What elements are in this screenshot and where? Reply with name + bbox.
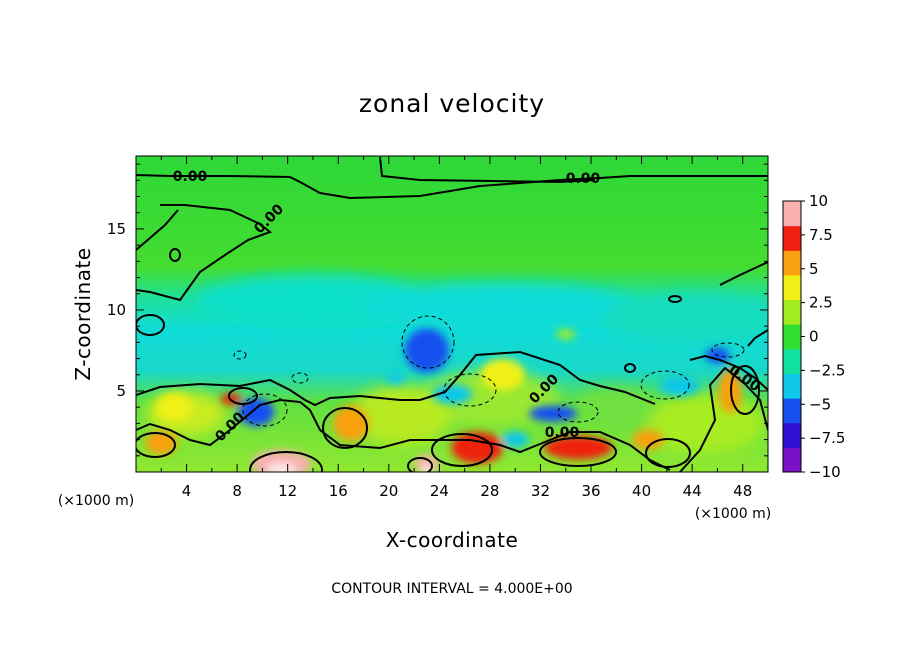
velocity-feature [404, 328, 449, 373]
velocity-feature [480, 358, 525, 391]
colorbar-tick-label: −7.5 [809, 429, 845, 447]
x-tick-label: 28 [480, 482, 499, 500]
chart-title: zonal velocity [359, 89, 545, 118]
colorbar-tick-label: 0 [809, 328, 819, 346]
zero-contour-row [136, 398, 671, 471]
colorbar-swatch [783, 299, 801, 325]
velocity-feature [544, 435, 613, 460]
plot-frame [135, 155, 769, 473]
velocity-field: 0.000.000.000.000.000.000.00 [136, 156, 768, 472]
colorbar-swatch [783, 225, 801, 251]
x-tick-label: 36 [581, 482, 600, 500]
colorbar-swatch [783, 422, 801, 448]
x-unit-left: (×1000 m) [58, 493, 134, 509]
x-tick-label: 20 [379, 482, 398, 500]
x-unit-right: (×1000 m) [695, 506, 771, 522]
colorbar-tick-label: 7.5 [809, 226, 833, 244]
zero-contour-right-3 [719, 261, 768, 286]
x-tick-label: 24 [430, 482, 449, 500]
colorbar-tick-label: −10 [809, 463, 841, 481]
velocity-feature [332, 405, 369, 442]
colorbar-tick-label: −5 [809, 395, 831, 413]
x-axis-label: X-coordinate [386, 528, 519, 552]
colorbar-tick-label: 10 [809, 192, 828, 210]
colorbar-swatch [783, 398, 801, 424]
velocity-feature [155, 393, 192, 422]
x-tick-label: 8 [232, 482, 242, 500]
colorbar-swatch [783, 201, 801, 227]
zero-contour-left [136, 204, 273, 302]
y-axis-label: Z-coordinate [71, 247, 95, 380]
colorbar-tick-label: 5 [809, 260, 819, 278]
contour-label: 0.00 [545, 425, 580, 441]
x-tick-label: 4 [182, 482, 192, 500]
zero-contour-top [136, 174, 768, 200]
x-tick-label: 44 [683, 482, 702, 500]
zero-contour-mid [136, 209, 179, 251]
contour-label: 0.00 [566, 171, 601, 187]
y-tick-label: 5 [116, 382, 126, 400]
y-tick-label: 15 [107, 220, 126, 238]
x-tick-label: 48 [733, 482, 752, 500]
zero-contour-low-left [136, 350, 656, 407]
colorbar-tick-label: −2.5 [809, 361, 845, 379]
contour-interval-note: CONTOUR INTERVAL = 4.000E+00 [331, 581, 572, 597]
colorbar-swatch [783, 447, 801, 473]
colorbar-swatch [783, 373, 801, 399]
colorbar-swatch [783, 274, 801, 301]
x-tick-label: 40 [632, 482, 651, 500]
y-tick-label: 10 [107, 301, 126, 319]
x-tick-label: 12 [278, 482, 297, 500]
zero-contour-top-2 [379, 156, 596, 184]
contour-label: 0.00 [173, 169, 208, 185]
x-tick-label: 32 [531, 482, 550, 500]
colorbar [782, 200, 802, 473]
x-tick-label: 16 [329, 482, 348, 500]
zero-contour-right-4 [747, 329, 768, 347]
colorbar-swatch [783, 324, 801, 350]
colorbar-swatch [783, 250, 801, 276]
colorbar-swatch [783, 348, 801, 374]
colorbar-tick-label: 2.5 [809, 294, 833, 312]
